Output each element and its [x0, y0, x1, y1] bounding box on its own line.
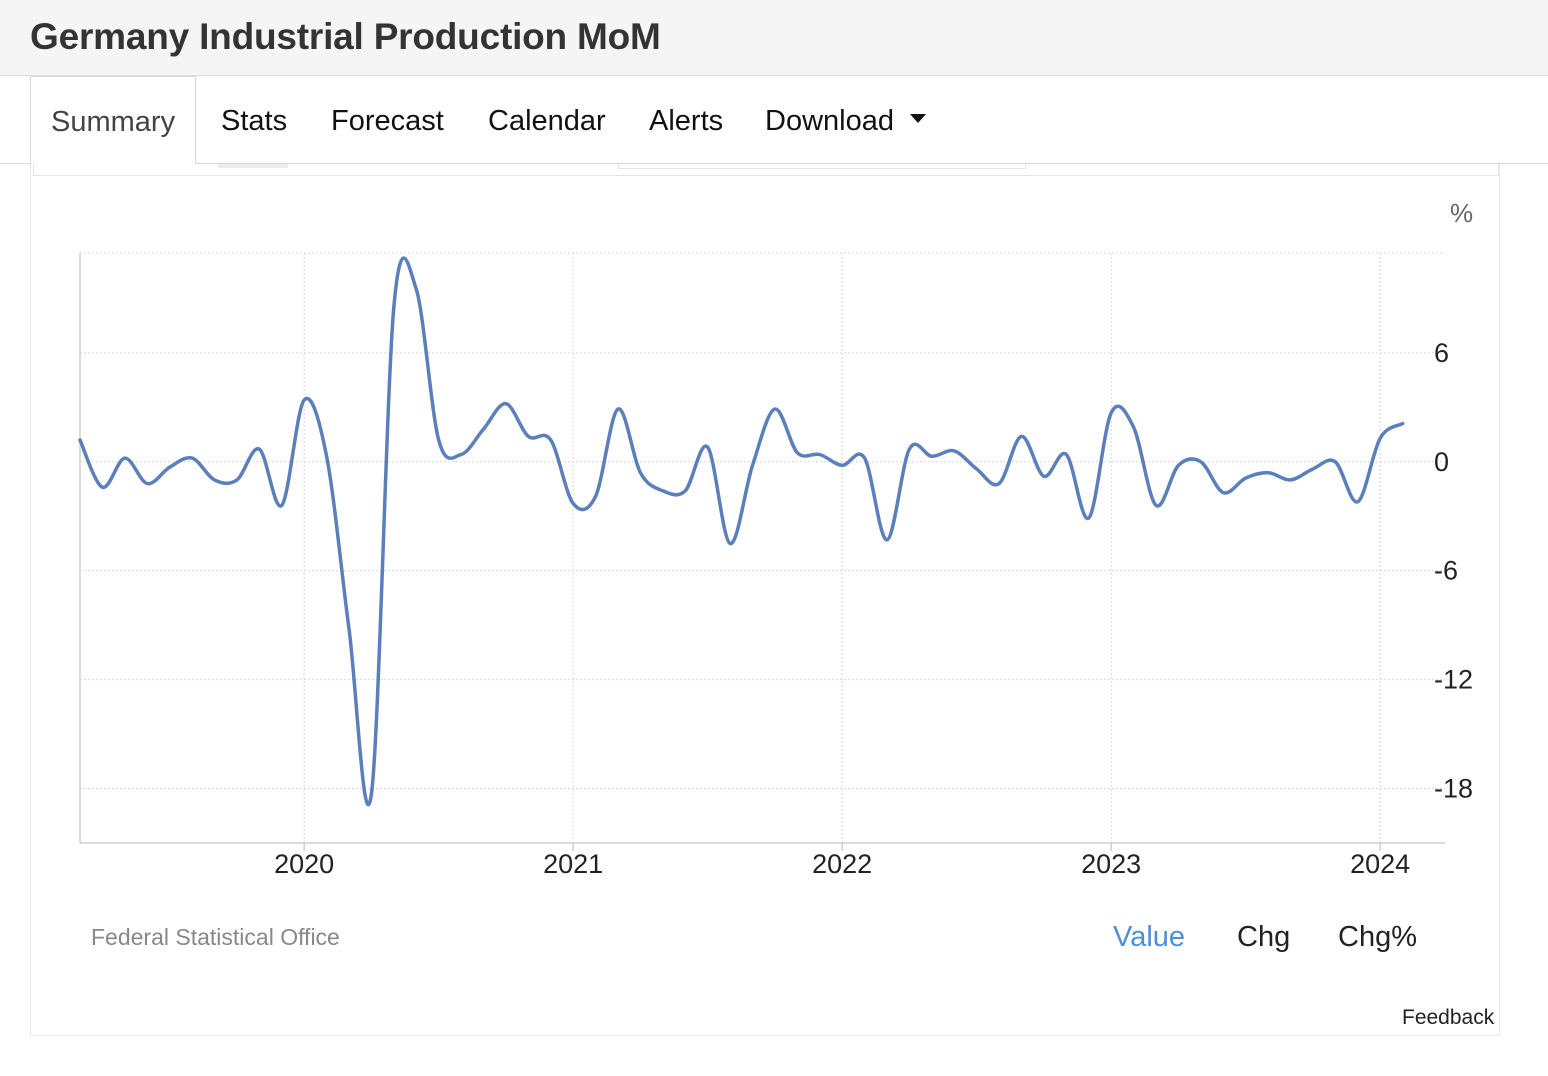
tab-calendar[interactable]: Calendar — [488, 105, 606, 137]
page-title: Germany Industrial Production MoM — [30, 16, 661, 57]
feedback-link[interactable]: Feedback — [1402, 1006, 1495, 1029]
y-tick-label: -6 — [1434, 556, 1458, 586]
page-header: Germany Industrial Production MoM — [0, 0, 1548, 76]
strip-divider — [218, 164, 288, 168]
tab-alerts[interactable]: Alerts — [649, 105, 724, 137]
tab-download[interactable]: Download — [765, 76, 926, 164]
caret-down-icon — [909, 113, 926, 123]
tab-bar: Summary Stats Forecast Calendar Alerts D… — [0, 76, 1548, 165]
x-tick-label: 2024 — [1350, 849, 1410, 879]
chg-toggle[interactable]: Chg — [1237, 921, 1291, 953]
chg-percent-toggle[interactable]: Chg% — [1338, 921, 1417, 953]
x-tick-label: 2022 — [812, 849, 872, 879]
x-tick-label: 2021 — [543, 849, 603, 879]
tab-forecast[interactable]: Forecast — [331, 105, 444, 137]
y-tick-label: 6 — [1434, 338, 1449, 368]
value-toggle[interactable]: Value — [1113, 921, 1186, 953]
y-tick-label: -18 — [1434, 774, 1473, 804]
source-label: Federal Statistical Office — [91, 924, 340, 950]
strip-divider — [618, 164, 1026, 169]
x-tick-label: 2020 — [274, 849, 334, 879]
chart-card — [30, 164, 1500, 1036]
series-line — [78, 256, 1405, 807]
card-top-strip — [33, 164, 1499, 176]
x-tick-label: 2023 — [1081, 849, 1141, 879]
y-tick-label: -12 — [1434, 665, 1473, 695]
tab-download-label: Download — [765, 105, 894, 137]
tab-stats[interactable]: Stats — [221, 105, 288, 137]
unit-label: % — [1450, 198, 1473, 228]
y-tick-label: 0 — [1434, 447, 1449, 477]
